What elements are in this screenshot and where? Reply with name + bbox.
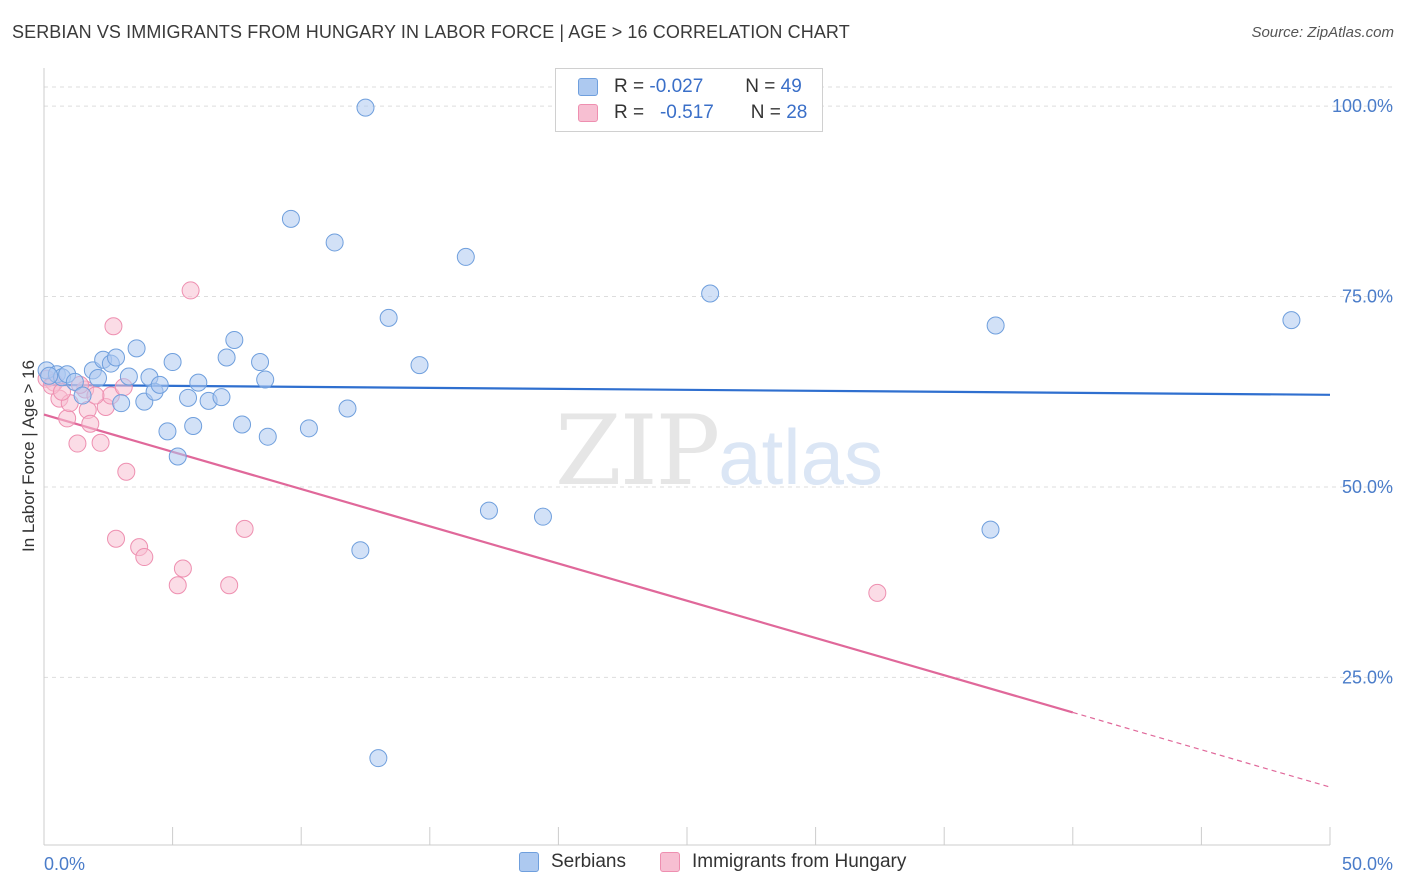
serbians-point	[338, 399, 357, 418]
serbians-point	[456, 247, 475, 266]
serbians-point	[73, 386, 92, 405]
hungary-point	[104, 317, 123, 336]
serbians-point	[299, 419, 318, 438]
hungary-swatch	[578, 104, 598, 122]
axes	[43, 68, 1331, 846]
legend-r-label: R =	[614, 102, 645, 123]
serbians-point	[40, 366, 59, 385]
correlation-legend: R = -0.027 N = 49 R = -0.517 N = 28	[555, 68, 823, 132]
serbians-point	[158, 422, 177, 441]
serbians-point	[356, 98, 375, 117]
data-points	[37, 98, 1301, 768]
serbians-point	[179, 388, 198, 407]
serbians-point	[119, 367, 138, 386]
serbians-point	[163, 353, 182, 372]
legend-n-label: N =	[750, 102, 781, 123]
serbians-point	[251, 353, 270, 372]
serbians-point	[701, 284, 720, 303]
serbians-point	[258, 427, 277, 446]
serbians-point	[212, 388, 231, 407]
legend-n-value: 28	[786, 102, 808, 123]
serbians-point	[410, 356, 429, 375]
hungary-legend-swatch	[660, 852, 680, 872]
legend-item-hungary[interactable]: Immigrants from Hungary	[660, 851, 906, 873]
serbians-point	[184, 417, 203, 436]
serbians-point	[65, 372, 84, 391]
serbians-trend-line	[43, 383, 1331, 396]
serbians-point	[112, 394, 131, 413]
serbians-point	[533, 507, 552, 526]
legend-r-value: -0.517	[659, 102, 714, 123]
y-tick-label: 75.0%	[1342, 287, 1393, 307]
hungary-trend-line	[43, 413, 1074, 714]
y-axis-label: In Labor Force | Age > 16	[19, 360, 38, 552]
serbians-point	[168, 447, 187, 466]
legend-row-serbians: R = -0.027 N = 49	[578, 74, 802, 100]
serbians-point	[189, 373, 208, 392]
serbians-point	[369, 749, 388, 768]
x-tick-label: 0.0%	[44, 854, 85, 874]
serbians-legend-swatch	[519, 852, 539, 872]
serbians-point	[256, 370, 275, 389]
hungary-legend-label: Immigrants from Hungary	[692, 851, 907, 872]
legend-n-label: N =	[745, 76, 776, 97]
chart-title: SERBIAN VS IMMIGRANTS FROM HUNGARY IN LA…	[12, 22, 850, 42]
hungary-point	[235, 519, 254, 538]
watermark-atlas: atlas	[718, 413, 883, 501]
serbians-point	[150, 375, 169, 394]
serbians-point	[89, 369, 108, 388]
hungary-point	[117, 462, 136, 481]
hungary-point	[107, 529, 126, 548]
serbians-point	[1282, 311, 1301, 330]
serbians-point	[325, 233, 344, 252]
x-tick-label: 50.0%	[1342, 854, 1393, 874]
trend-lines	[43, 383, 1331, 788]
hungary-point	[220, 576, 239, 595]
serbians-point	[379, 308, 398, 327]
serbians-point	[225, 330, 244, 349]
axis-labels: 25.0% 50.0% 75.0% 100.0% 0.0% 50.0% In Labor F…	[19, 96, 1393, 874]
serbians-swatch	[578, 78, 598, 96]
y-tick-label: 50.0%	[1342, 477, 1393, 497]
serbians-point	[281, 209, 300, 228]
hungary-point	[173, 559, 192, 578]
hungary-point	[81, 414, 100, 433]
hungary-point	[168, 576, 187, 595]
hungary-point	[91, 433, 110, 452]
hungary-point	[68, 434, 87, 453]
serbians-point	[981, 520, 1000, 539]
serbians-point	[127, 339, 146, 358]
serbians-point	[217, 348, 236, 367]
y-tick-label: 100.0%	[1332, 96, 1393, 116]
watermark: ZIPatlas	[555, 395, 883, 507]
legend-row-hungary: R = -0.517 N = 28	[578, 100, 807, 126]
watermark-zip: ZIP	[555, 395, 720, 507]
legend-r-label: R =	[614, 76, 645, 97]
hungary-point	[58, 409, 77, 428]
chart-source: Source: ZipAtlas.com	[1251, 24, 1394, 41]
hungary-point	[181, 281, 200, 300]
serbians-point	[107, 348, 126, 367]
hungary-point	[868, 583, 887, 602]
legend-item-serbians[interactable]: Serbians	[519, 851, 626, 873]
serbians-point	[233, 415, 252, 434]
hungary-trend-line-extension	[1072, 711, 1331, 788]
hungary-point	[135, 548, 154, 567]
legend-r-value: -0.027	[649, 76, 704, 97]
grid-lines	[44, 86, 1392, 678]
serbians-point	[479, 501, 498, 520]
legend-n-value: 49	[780, 76, 802, 97]
serbians-point	[986, 316, 1005, 335]
y-tick-label: 25.0%	[1342, 667, 1393, 687]
serbians-legend-label: Serbians	[551, 851, 626, 872]
serbians-point	[351, 541, 370, 560]
